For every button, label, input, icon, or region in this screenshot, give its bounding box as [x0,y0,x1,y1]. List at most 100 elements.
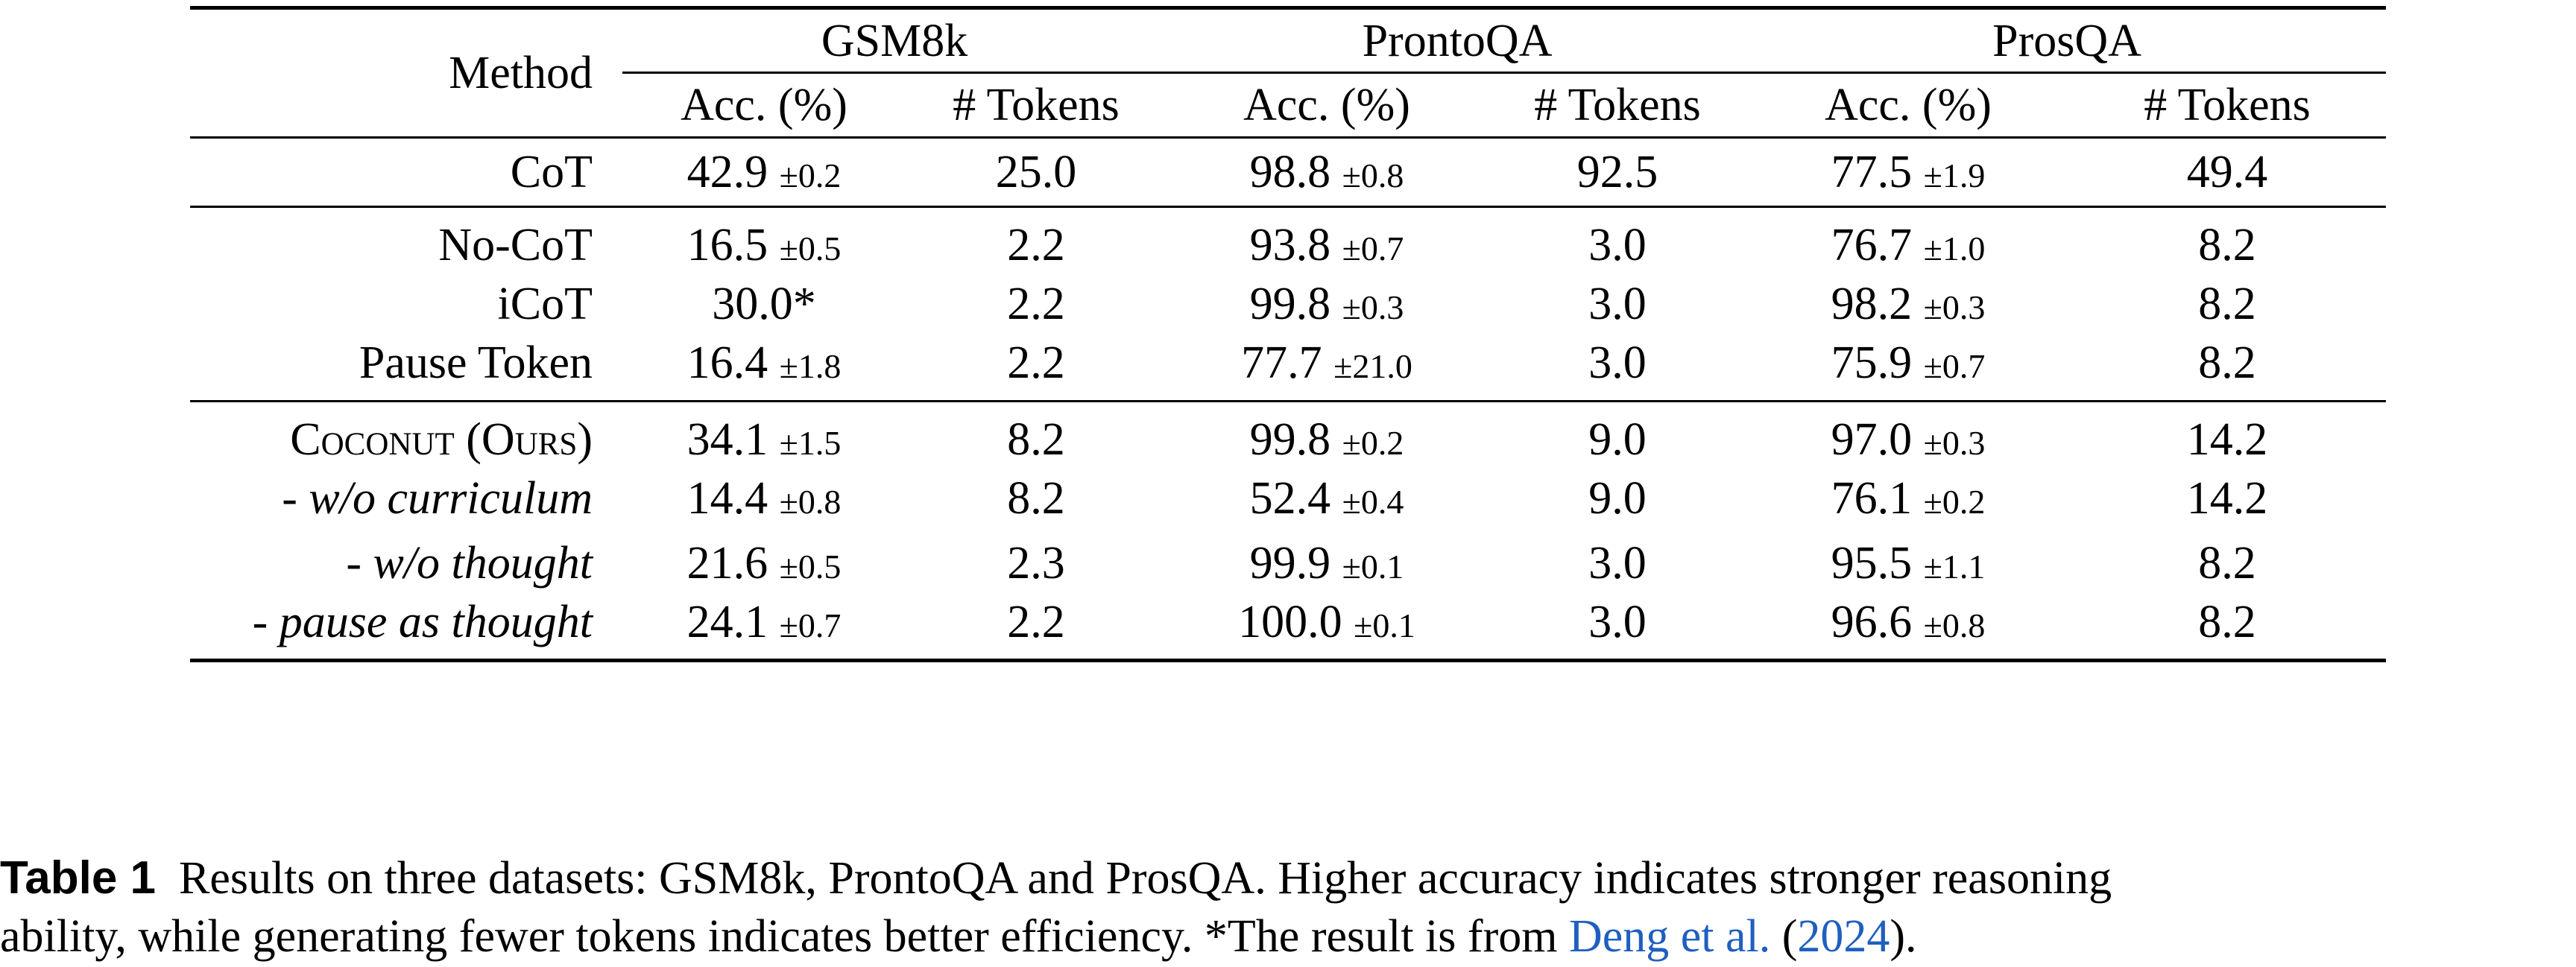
cell-value: 95.5 [1831,538,1913,589]
cell-value: 76.7 [1831,219,1913,270]
cell-value: 2.2 [1007,219,1065,270]
tokens-cell: 8.2 [906,402,1167,466]
group-header-prontoqa: ProntoQA [1167,7,1749,74]
tokens-cell: 9.0 [1487,402,1748,466]
cell-value: 42.9 [686,147,768,197]
cell-value: 21.6 [686,538,768,589]
cell-std-dev: ±0.7 [779,606,842,644]
cell-value: 2.2 [1007,337,1065,389]
cell-value: 24.1 [686,596,768,647]
cell-std-dev: ±1.5 [779,423,842,462]
accuracy-cell: 52.4 ±0.4 [1167,466,1487,531]
cell-value: 34.1 [686,413,768,465]
cell-value: 8.2 [1007,413,1065,465]
cell-std-dev: ±1.9 [1923,156,1986,194]
cell-value: 16.4 [686,337,768,389]
accuracy-cell: 14.4 ±0.8 [622,466,906,531]
cell-value: 99.8 [1249,279,1331,329]
cell-value: 77.7 [1241,337,1322,389]
tokens-cell: 8.2 [2068,272,2386,337]
cell-std-dev: ±0.2 [1342,423,1404,462]
cell-std-dev: ±0.2 [779,156,842,194]
cell-std-dev: ±0.4 [1342,483,1404,521]
accuracy-cell: 95.5 ±1.1 [1748,531,2068,596]
accuracy-cell: 21.6 ±0.5 [622,531,906,596]
cell-std-dev: ±0.5 [779,229,842,267]
table-body: CoT 42.9 ±0.2 25.0 98.8 ±0.8 92.5 77.5 ±1.9 49… [190,137,2387,661]
method-cell: iCoT [497,279,593,329]
cell-value: 96.6 [1831,596,1913,647]
tokens-cell: 2.2 [906,207,1167,272]
cell-value: 93.8 [1249,219,1331,270]
cell-value: 30.0* [712,279,816,329]
method-cell: CoT [510,147,593,197]
cell-value: 8.2 [2198,337,2256,389]
tokens-cell: 8.2 [2068,207,2386,272]
accuracy-cell: 30.0* [622,272,906,337]
cell-value: 9.0 [1588,413,1647,465]
accuracy-cell: 99.8 ±0.2 [1167,402,1487,466]
tokens-cell: 92.5 [1487,138,1748,207]
method-cell: - pause as thought [252,596,593,647]
cell-value: 3.0 [1588,596,1647,647]
accuracy-cell: 16.4 ±1.8 [622,337,906,402]
method-header: Method [449,48,593,98]
accuracy-cell: 99.9 ±0.1 [1167,531,1487,596]
accuracy-cell: 77.5 ±1.9 [1748,138,2068,207]
cell-value: 2.2 [1007,279,1065,329]
caption-label: Table 1 [0,852,157,904]
subheader-prontoqa-acc: Acc. (%) [1243,80,1410,130]
accuracy-cell: 93.8 ±0.7 [1167,207,1487,272]
subheader-gsm8k-acc: Acc. (%) [681,80,847,130]
tokens-cell: 14.2 [2068,402,2386,466]
cell-value: 98.2 [1831,279,1913,329]
cell-std-dev: ±0.8 [1342,156,1404,194]
tokens-cell: 2.3 [906,531,1167,596]
table-row: - w/o thought 21.6 ±0.5 2.3 99.9 ±0.1 3.0 95.… [190,531,2386,596]
tokens-cell: 3.0 [1487,272,1748,337]
caption-text-1: Results on three datasets: GSM8k, Pronto… [179,853,2112,904]
method-cell: Pause Token [359,337,593,389]
tokens-cell: 8.2 [2068,596,2386,661]
results-table: Method GSM8k ProntoQA ProsQA Acc. (%) # … [190,6,2387,662]
cell-std-dev: ±21.0 [1333,347,1412,386]
tokens-cell: 2.2 [906,596,1167,661]
cell-value: 3.0 [1588,538,1647,589]
cell-std-dev: ±0.1 [1342,548,1404,586]
cell-value: 8.2 [1007,473,1065,524]
citation-close-paren: ). [1890,911,1917,962]
cell-std-dev: ±0.2 [1923,483,1986,521]
accuracy-cell: 98.2 ±0.3 [1748,272,2068,337]
tokens-cell: 8.2 [2068,531,2386,596]
accuracy-cell: 97.0 ±0.3 [1748,402,2068,466]
tokens-cell: 3.0 [1487,531,1748,596]
cell-value: 3.0 [1588,337,1647,389]
citation-author-link[interactable]: Deng et al. [1568,911,1771,962]
subheader-prontoqa-tokens: # Tokens [1534,80,1701,130]
cell-value: 52.4 [1249,473,1331,524]
accuracy-cell: 100.0 ±0.1 [1167,596,1487,661]
cell-std-dev: ±0.3 [1923,423,1986,462]
method-cell: - w/o thought [346,538,593,589]
table-row: Pause Token 16.4 ±1.8 2.2 77.7 ±21.0 3.0 75.9… [190,337,2386,402]
table-row: No-CoT 16.5 ±0.5 2.2 93.8 ±0.7 3.0 76.7 ±1.0 8… [190,206,2387,272]
subheader-prosqa-tokens: # Tokens [2144,80,2311,130]
cell-value: 25.0 [995,147,1077,197]
cell-std-dev: ±1.8 [779,347,842,386]
cell-value: 14.2 [2186,413,2268,465]
cell-value: 98.8 [1249,147,1331,197]
cell-value: 49.4 [2186,147,2268,197]
cell-value: 16.5 [686,219,768,270]
accuracy-cell: 34.1 ±1.5 [622,402,906,466]
table-row: - w/o curriculum 14.4 ±0.8 8.2 52.4 ±0.4 9.0… [190,466,2386,531]
cell-value: 2.2 [1007,596,1065,647]
tokens-cell: 9.0 [1487,466,1748,531]
cell-std-dev: ±0.3 [1342,288,1404,326]
accuracy-cell: 76.1 ±0.2 [1748,466,2068,531]
cell-std-dev: ±1.0 [1923,229,1986,267]
citation-year-link[interactable]: 2024 [1797,911,1890,962]
cell-value: 14.2 [2186,473,2268,524]
cell-std-dev: ±0.3 [1923,288,1986,326]
tokens-cell: 8.2 [906,466,1167,531]
tokens-cell: 2.2 [906,272,1167,337]
